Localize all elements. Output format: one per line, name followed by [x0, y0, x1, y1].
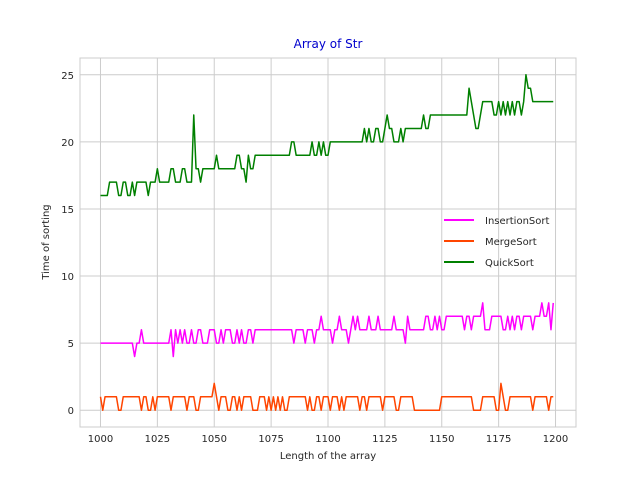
x-axis-ticks: 1000 1025 1050 1075 1100 1125 1150 1175 1200: [88, 434, 568, 445]
y-axis-title: Time of sorting: [41, 204, 52, 280]
y-tick-label: 0: [68, 406, 74, 417]
x-tick-label: 1175: [486, 434, 511, 445]
x-tick-label: 1200: [543, 434, 568, 445]
x-tick-label: 1050: [202, 434, 227, 445]
x-tick-label: 1125: [372, 434, 397, 445]
y-tick-label: 20: [61, 138, 74, 149]
y-tick-label: 25: [61, 71, 74, 82]
y-axis-ticks: 0 5 10 15 20 25: [61, 71, 74, 417]
chart-title: Array of Str: [294, 37, 363, 51]
y-tick-label: 15: [61, 205, 74, 216]
x-tick-label: 1025: [145, 434, 170, 445]
plot-frame: [79, 57, 577, 428]
x-axis-title: Length of the array: [280, 451, 376, 462]
series-lines: [99, 74, 554, 411]
x-tick-label: 1000: [88, 434, 113, 445]
y-tick-label: 10: [61, 272, 74, 283]
legend-label-quicksort: QuickSort: [485, 258, 534, 269]
series-line-mergesort: [99, 382, 554, 411]
x-tick-label: 1100: [315, 434, 340, 445]
y-tick-label: 5: [68, 339, 74, 350]
legend-label-insertionsort: InsertionSort: [485, 216, 549, 227]
x-tick-label: 1075: [258, 434, 283, 445]
series-line-insertionsort: [100, 302, 554, 358]
x-tick-label: 1150: [429, 434, 454, 445]
legend-label-mergesort: MergeSort: [485, 237, 537, 248]
legend: InsertionSort MergeSort QuickSort: [444, 216, 549, 269]
series-line-quicksort: [100, 74, 554, 197]
